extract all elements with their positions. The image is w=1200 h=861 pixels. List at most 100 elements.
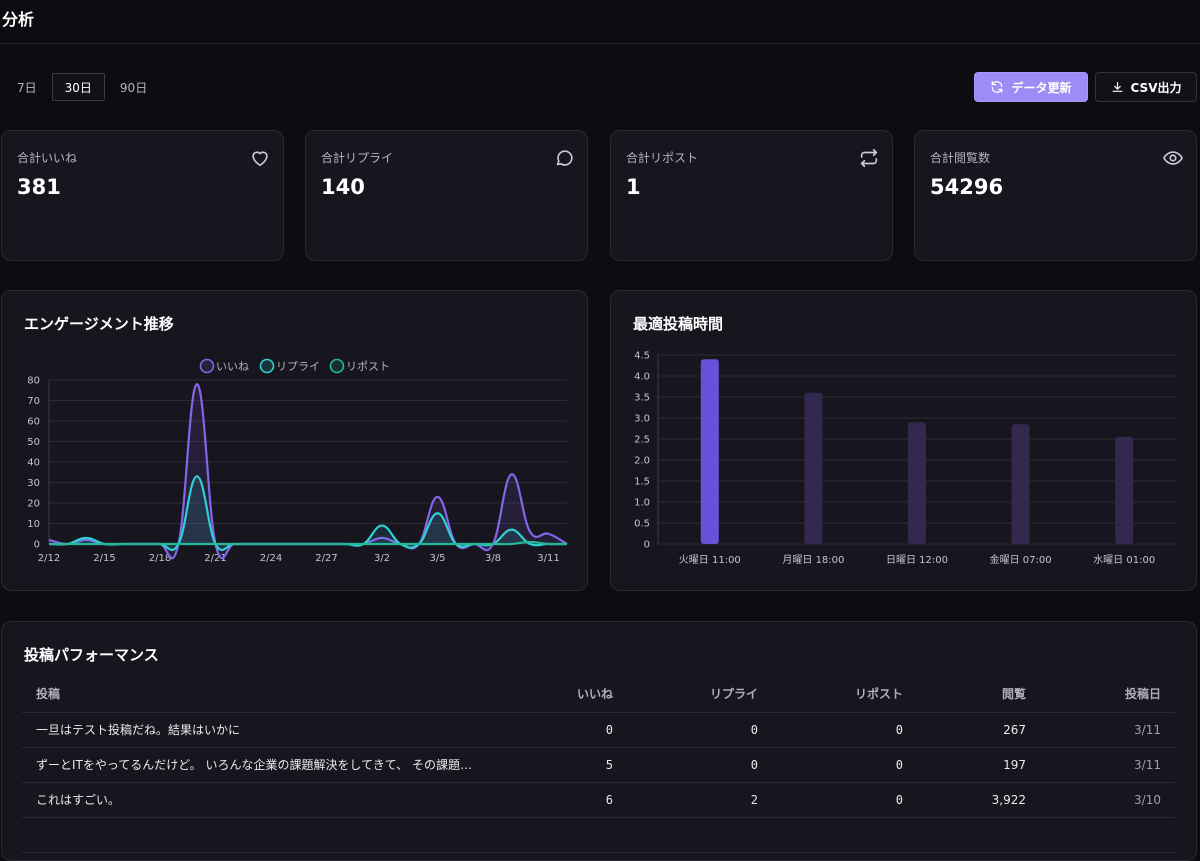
reposts-cell: 0 — [772, 747, 917, 783]
range-tabs: 7日 30日 90日 — [4, 73, 160, 101]
views-cell — [917, 817, 1040, 853]
y-tick-label: 4.0 — [634, 372, 650, 383]
stat-value: 140 — [321, 175, 365, 199]
x-tick-label: 金曜日 07:00 — [990, 553, 1052, 566]
tab-7-days[interactable]: 7日 — [17, 81, 37, 95]
best-time-bar-chart: 0 0.5 1.0 1.5 2.0 2.5 3.0 3.5 4.0 4.5 火曜日 11:00 月曜日… — [634, 351, 1176, 566]
x-tick-label: 日曜日 12:00 — [886, 554, 948, 566]
series-area — [49, 384, 567, 559]
y-tick-label: 60 — [27, 417, 40, 428]
x-tick-label: 3/11 — [537, 553, 559, 564]
reposts-cell: 0 — [772, 712, 917, 748]
x-tick-label: 2/27 — [315, 553, 337, 564]
page-title: 分析 — [2, 10, 35, 29]
y-tick-label: 3.5 — [634, 393, 650, 404]
y-tick-label: 1.5 — [634, 477, 650, 488]
series-area — [49, 476, 567, 551]
legend-item: いいね — [199, 358, 249, 374]
stat-label: 合計いいね — [17, 151, 78, 165]
stat-value: 1 — [626, 175, 641, 199]
legend-label: リポスト — [346, 360, 390, 373]
tab-90-days[interactable]: 90日 — [119, 81, 148, 95]
stat-card-views: 合計閲覧数 54296 — [914, 130, 1197, 261]
reposts-cell: 0 — [772, 782, 917, 818]
legend-label: リプライ — [276, 360, 320, 373]
stat-card-likes: 合計いいね 381 — [1, 130, 284, 261]
x-tick-label: 月曜日 18:00 — [782, 554, 844, 566]
date-cell: 3/10 — [1040, 782, 1175, 818]
refresh-data-button[interactable]: データ更新 — [974, 72, 1088, 102]
table-row[interactable]: 一旦はテスト投稿だね。結果はいかに 0 0 0 267 3/11 — [22, 712, 1175, 748]
x-tick-label: 3/8 — [485, 553, 501, 564]
legend-item: リポスト — [329, 358, 390, 374]
replies-cell — [627, 817, 772, 853]
legend-label: いいね — [216, 360, 249, 373]
series-line — [49, 540, 568, 546]
top-bar: 分析 — [0, 0, 1200, 44]
tab-30-days[interactable]: 30日 — [51, 73, 105, 101]
x-tick-label: 火曜日 11:00 — [679, 554, 741, 566]
likes-cell: 5 — [492, 747, 627, 783]
likes-cell: 0 — [492, 712, 627, 748]
legend-item: リプライ — [259, 358, 320, 374]
y-tick-label: 50 — [27, 437, 40, 448]
performance-table: 投稿 いいね リプライ リポスト 閲覧 投稿日 一旦はテスト投稿だね。結果はいか… — [22, 676, 1175, 853]
y-tick-label: 4.5 — [634, 351, 650, 362]
y-tick-label: 0.5 — [634, 519, 650, 530]
column-header-views[interactable]: 閲覧 — [917, 676, 1040, 713]
x-tick-label: 2/12 — [38, 553, 60, 564]
heart-icon — [252, 151, 268, 167]
y-tick-label: 10 — [27, 519, 40, 530]
stat-card-replies: 合計リプライ 140 — [305, 130, 588, 261]
column-header-post[interactable]: 投稿 — [22, 676, 492, 713]
x-tick-label: 3/2 — [374, 553, 390, 564]
table-row[interactable]: これはすごい。 6 2 0 3,922 3/10 — [22, 782, 1175, 818]
bar — [804, 392, 823, 544]
y-tick-label: 80 — [27, 376, 40, 387]
y-tick-label: 70 — [27, 396, 40, 407]
bar — [700, 359, 719, 544]
date-cell: 3/11 — [1040, 712, 1175, 748]
csv-export-label: CSV出力 — [1130, 80, 1182, 95]
bar — [908, 422, 926, 544]
y-tick-label: 1.0 — [634, 498, 650, 509]
panel-title: エンゲージメント推移 — [24, 315, 174, 333]
column-header-reposts[interactable]: リポスト — [772, 676, 917, 713]
post-text: 一旦はテスト投稿だね。結果はいかに — [22, 712, 492, 748]
y-tick-label: 0 — [644, 540, 650, 551]
repost-icon — [860, 148, 878, 168]
panel-title: 最適投稿時間 — [633, 315, 724, 333]
post-text: ずーとITをやってるんだけど。 いろんな企業の課題解決をしてきて、 その課題な… — [22, 747, 492, 783]
y-tick-label: 2.0 — [634, 456, 650, 467]
legend-swatch — [199, 358, 215, 374]
column-header-likes[interactable]: いいね — [492, 676, 627, 713]
engagement-line-chart: 0 10 20 30 40 50 60 70 80 2/12 2/15 2/18 2/21 2/24 2/2… — [27, 358, 568, 564]
table-row[interactable] — [22, 817, 1175, 853]
views-cell: 3,922 — [917, 782, 1040, 818]
column-header-date[interactable]: 投稿日 — [1040, 676, 1175, 713]
x-tick-label: 2/24 — [260, 553, 282, 564]
y-tick-label: 30 — [27, 478, 40, 489]
engagement-trend-panel: エンゲージメント推移 0 10 20 30 40 50 60 70 80 2/12 2/15 2/18… — [1, 290, 588, 591]
stat-card-reposts: 合計リポスト 1 — [610, 130, 893, 261]
post-text: これはすごい。 — [22, 782, 492, 818]
views-cell: 197 — [917, 747, 1040, 783]
x-tick-label: 水曜日 01:00 — [1093, 554, 1155, 566]
y-tick-label: 0 — [34, 540, 40, 551]
replies-cell: 0 — [627, 712, 772, 748]
table-header-row: 投稿 いいね リプライ リポスト 閲覧 投稿日 — [22, 676, 1175, 713]
y-tick-label: 20 — [27, 499, 40, 510]
post-text — [22, 817, 492, 853]
csv-export-button[interactable]: CSV出力 — [1095, 72, 1197, 102]
stat-value: 381 — [17, 175, 61, 199]
table-row[interactable]: ずーとITをやってるんだけど。 いろんな企業の課題解決をしてきて、 その課題な…… — [22, 747, 1175, 783]
y-tick-label: 40 — [27, 458, 40, 469]
replies-cell: 2 — [627, 782, 772, 818]
y-tick-label: 3.0 — [634, 414, 650, 425]
bar — [1115, 436, 1134, 544]
series-line — [48, 475, 567, 552]
stat-label: 合計リポスト — [626, 151, 699, 165]
likes-cell: 6 — [492, 782, 627, 818]
column-header-replies[interactable]: リプライ — [627, 676, 772, 713]
refresh-icon — [992, 81, 1003, 93]
